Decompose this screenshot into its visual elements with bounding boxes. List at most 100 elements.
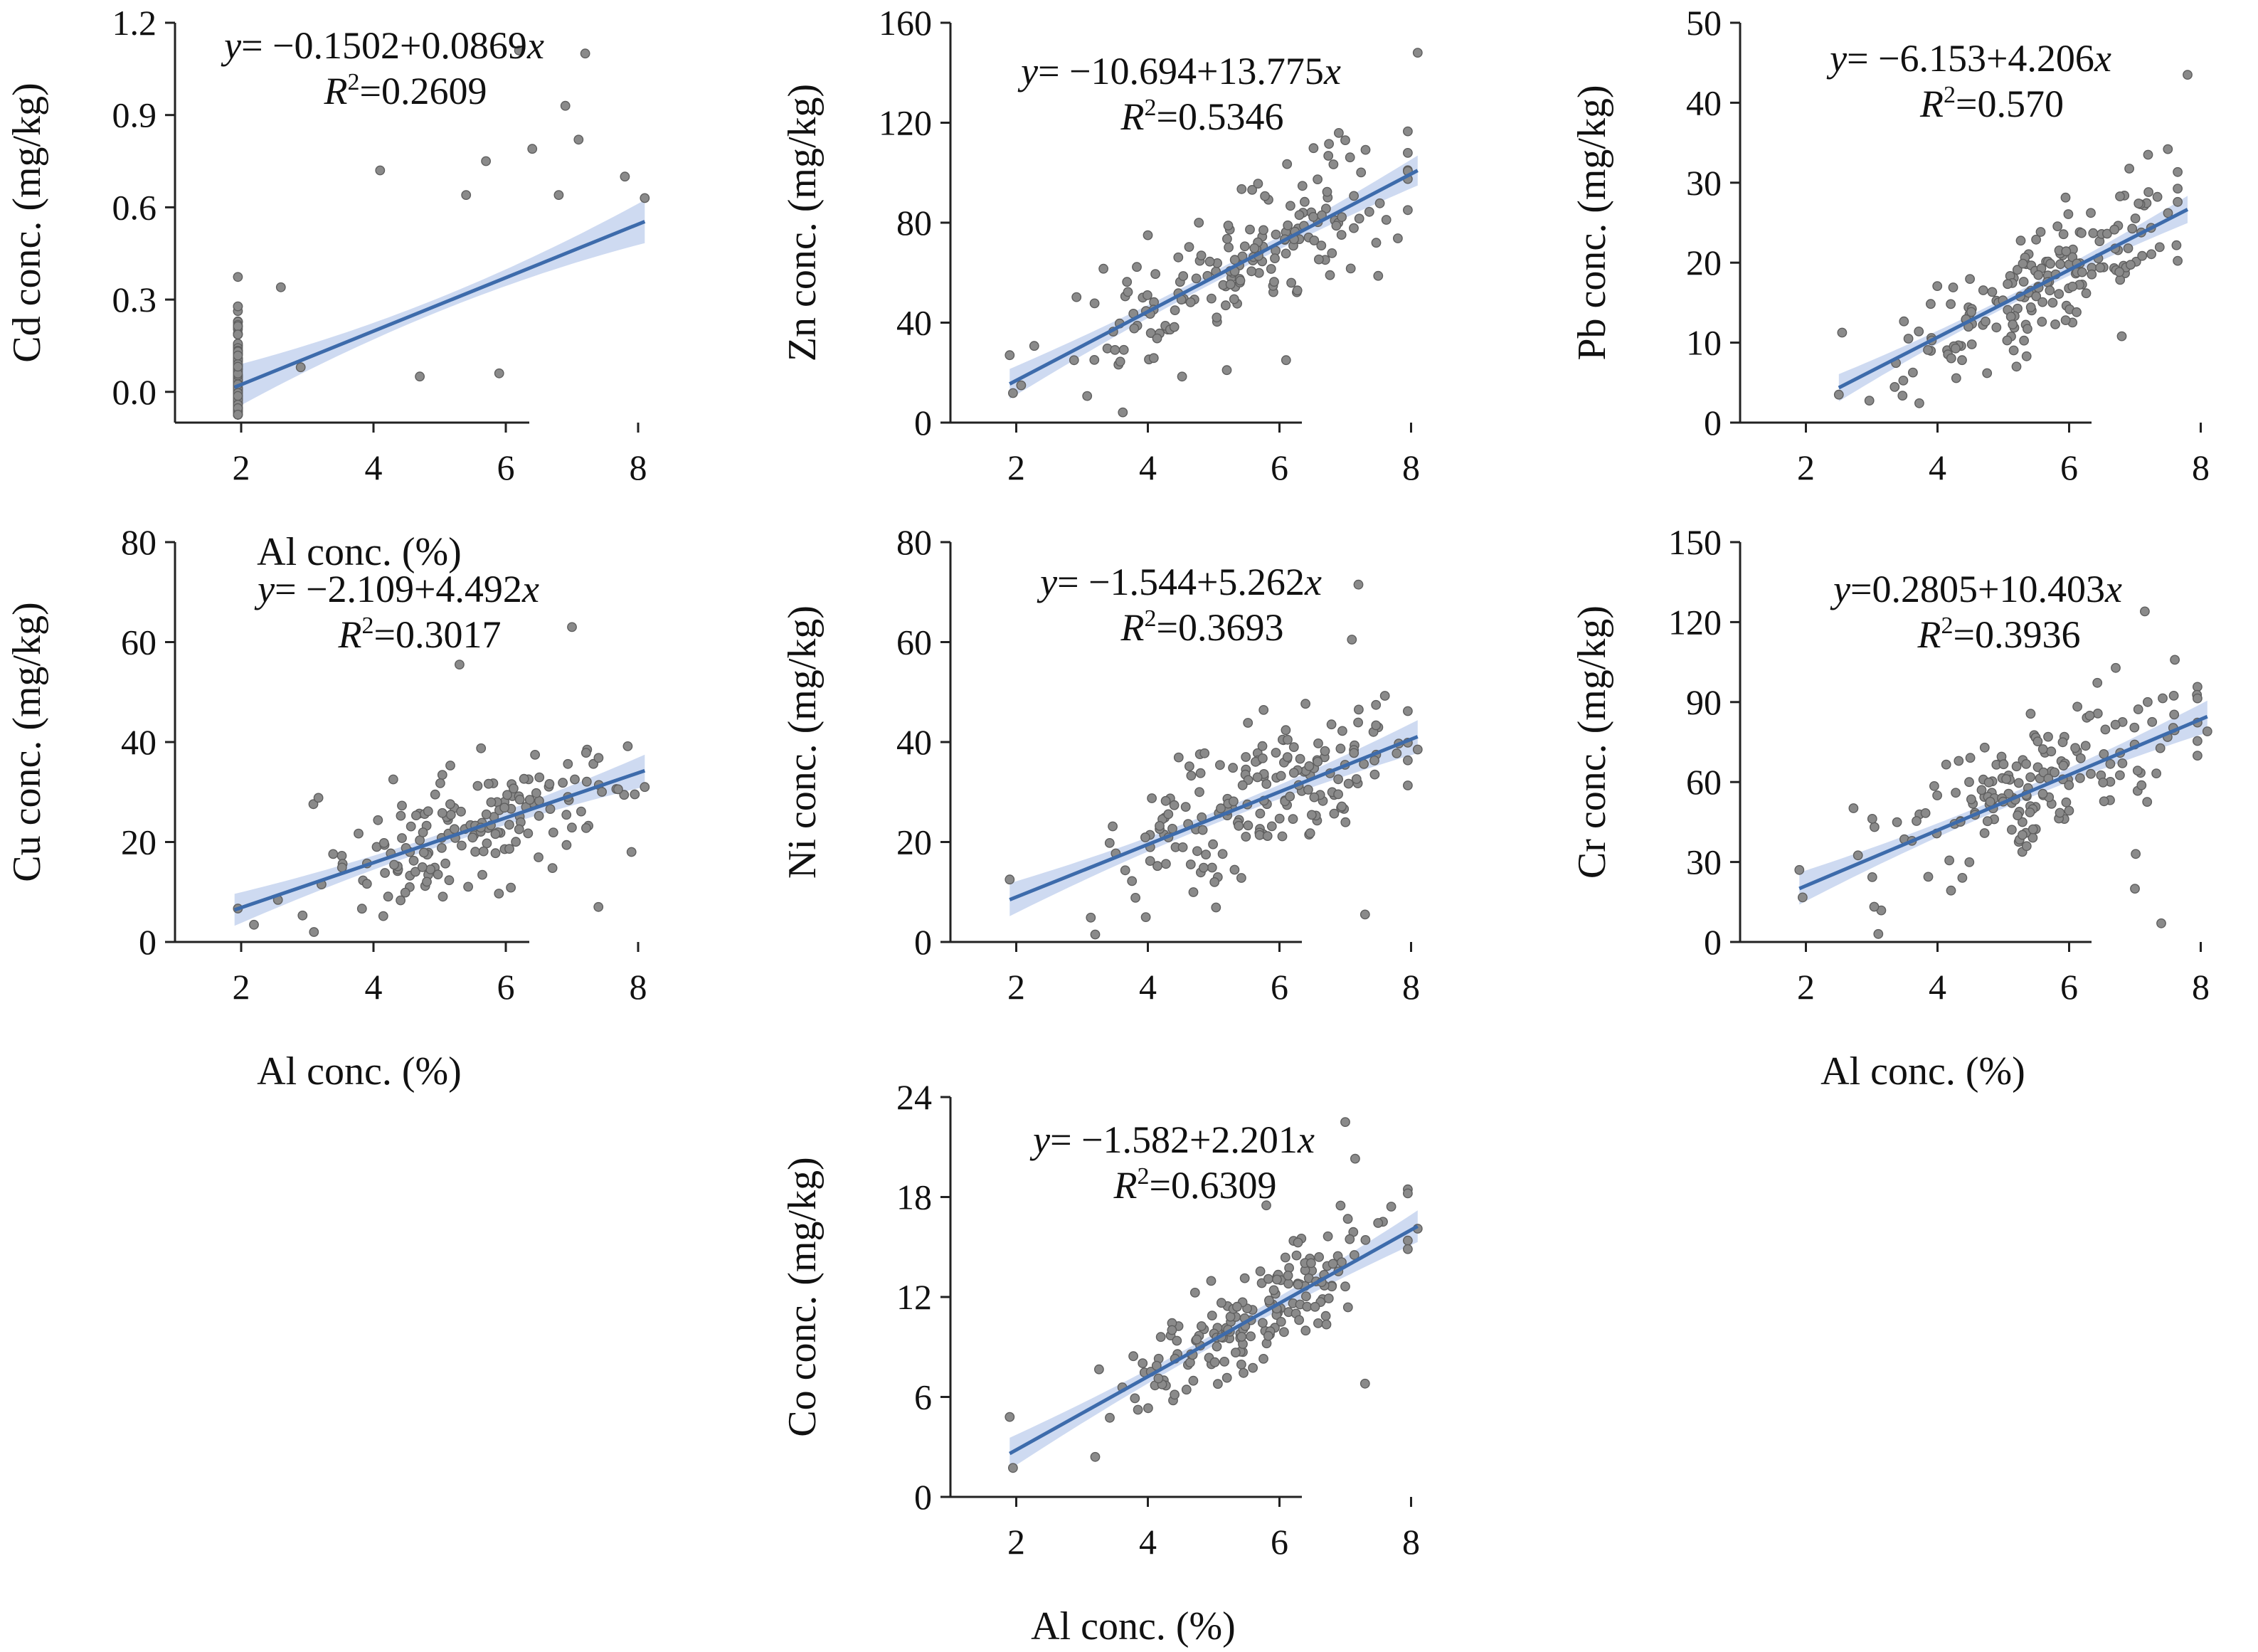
ni-data-point [1307, 810, 1317, 820]
cu-data-point [444, 875, 455, 886]
pb-data-point [2050, 319, 2060, 329]
cr-data-point [1867, 814, 1877, 824]
zn-data-point [1403, 205, 1413, 216]
cr-data-point [2100, 724, 2111, 735]
pb-data-point [2008, 319, 2018, 329]
pb-data-point [2005, 312, 2016, 322]
co-data-point [1300, 1325, 1311, 1336]
pb-data-point [2002, 335, 2013, 346]
cu-data-point [483, 778, 494, 789]
cu-x-tick-label: 2 [233, 967, 250, 1007]
ni-data-point [1185, 859, 1196, 869]
ni-data-point [1215, 760, 1225, 771]
zn-x-tick-label: 4 [1139, 448, 1157, 487]
cu-x-tick-label: 8 [630, 967, 647, 1007]
pb-data-point [1957, 355, 1967, 366]
ni-data-point [1104, 838, 1115, 848]
ni-data-point [1335, 743, 1346, 754]
cu-data-point [534, 810, 544, 821]
zn-y-axis-title: Zn conc. (mg/kg) [780, 84, 825, 361]
cr-data-point [1852, 850, 1863, 861]
zn-data-point [1308, 211, 1319, 222]
pb-data-point [1897, 391, 1908, 401]
zn-data-point [1412, 48, 1423, 58]
cu-data-point [400, 887, 410, 898]
ni-data-point [1353, 579, 1364, 590]
cu-data-point [545, 804, 556, 815]
zn-data-point [1249, 243, 1260, 253]
ni-data-point [1145, 856, 1155, 867]
ni-data-point [1130, 893, 1141, 903]
ni-data-point [1234, 820, 1244, 831]
cu-y-tick-label: 40 [121, 722, 157, 762]
cr-data-point [2058, 761, 2069, 771]
cu-data-point [534, 852, 544, 862]
cd-data-point [233, 361, 243, 372]
cu-data-point [445, 761, 455, 771]
co-data-point [1217, 1298, 1226, 1308]
pb-data-point [2125, 260, 2136, 270]
co-y-tick-label: 0 [914, 1477, 932, 1517]
cu-data-point [456, 806, 466, 817]
cu-data-point [438, 891, 448, 902]
cu-data-point [410, 867, 420, 877]
zn-data-point [1349, 223, 1359, 233]
cr-data-point [2117, 758, 2128, 768]
ni-x-tick-label: 4 [1139, 967, 1157, 1007]
cu-data-point [430, 789, 440, 800]
pb-data-point [2152, 191, 2163, 202]
pb-data-point [2012, 265, 2023, 275]
ni-data-point [1160, 795, 1171, 806]
cu-data-point [511, 837, 521, 847]
cr-data-point [2086, 768, 2096, 779]
cr-data-point [2192, 751, 2203, 761]
cu-data-point [309, 927, 319, 937]
cu-data-point [502, 790, 512, 800]
ni-r-squared: R2=0.3693 [1120, 605, 1284, 649]
co-data-point [1342, 1302, 1353, 1313]
cr-data-point [2114, 770, 2125, 780]
cr-data-point [2032, 736, 2043, 747]
pb-data-point [2173, 166, 2183, 177]
co-data-point [1293, 1237, 1303, 1248]
pb-data-point [2143, 149, 2153, 160]
ni-data-point [1258, 705, 1269, 715]
cu-data-point [297, 910, 308, 921]
cr-data-point [1867, 872, 1877, 882]
pb-data-point [2021, 351, 2032, 361]
pb-data-point [2019, 335, 2030, 346]
cd-y-tick-label: 0.6 [112, 187, 157, 227]
pb-data-point [2003, 279, 2013, 290]
cu-data-point [558, 778, 568, 788]
zn-data-point [1115, 356, 1125, 367]
cu-data-point [336, 851, 347, 861]
pb-data-point [2035, 227, 2046, 237]
ni-data-point [1199, 862, 1209, 873]
ni-y-tick-label: 20 [896, 822, 932, 862]
zn-data-point [1337, 212, 1347, 222]
pb-data-point [2116, 331, 2127, 341]
zn-data-point [1331, 221, 1342, 231]
cr-x-tick-label: 8 [2192, 967, 2210, 1007]
cr-data-point [2055, 808, 2065, 818]
co-data-point [1314, 1252, 1325, 1262]
co-data-point [1323, 1231, 1333, 1241]
co-data-point [1335, 1200, 1346, 1211]
zn-data-point [1340, 135, 1350, 146]
zn-data-point [1143, 230, 1153, 240]
cu-data-point [378, 911, 388, 921]
ni-data-point [1155, 821, 1165, 831]
co-data-point [1263, 1274, 1273, 1284]
pb-data-point [2095, 263, 2106, 273]
zn-data-point [1196, 250, 1207, 260]
ni-data-point [1252, 772, 1263, 783]
zn-data-point [1212, 312, 1222, 323]
zn-data-point [1354, 213, 1364, 224]
cr-data-point [1979, 828, 1990, 838]
ni-data-point [1392, 748, 1402, 758]
ni-data-point [1333, 774, 1344, 785]
cr-data-point [2001, 774, 2012, 784]
co-data-point [1167, 1325, 1177, 1335]
